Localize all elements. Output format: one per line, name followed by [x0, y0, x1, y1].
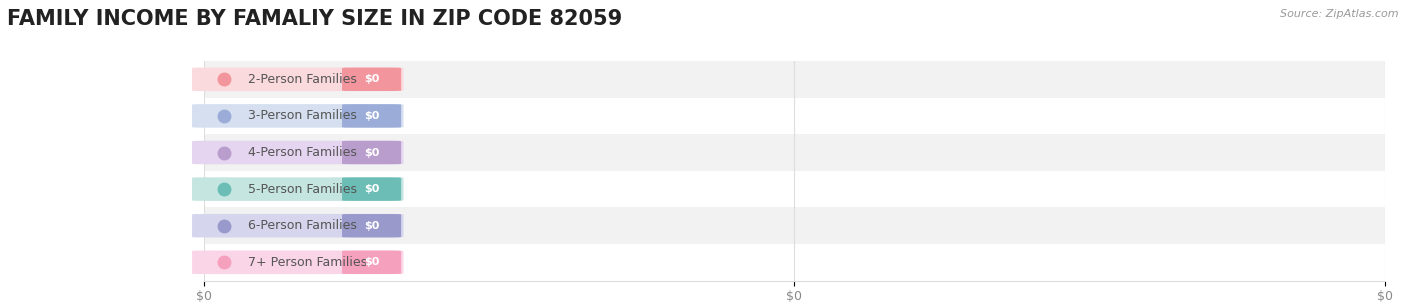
Bar	[204, 171, 1385, 207]
Text: $0: $0	[364, 111, 380, 121]
Text: 6-Person Families: 6-Person Families	[247, 219, 357, 232]
Bar	[204, 244, 1385, 281]
Bar	[204, 61, 1385, 98]
FancyBboxPatch shape	[193, 214, 404, 238]
FancyBboxPatch shape	[342, 141, 401, 164]
FancyBboxPatch shape	[193, 141, 404, 164]
FancyBboxPatch shape	[193, 104, 404, 128]
Bar	[204, 98, 1385, 134]
Text: $0: $0	[364, 257, 380, 267]
Text: 3-Person Families: 3-Person Families	[247, 109, 357, 122]
Bar	[204, 207, 1385, 244]
Bar	[204, 134, 1385, 171]
Text: 4-Person Families: 4-Person Families	[247, 146, 357, 159]
FancyBboxPatch shape	[342, 178, 401, 201]
Text: 5-Person Families: 5-Person Families	[247, 183, 357, 196]
FancyBboxPatch shape	[193, 177, 404, 201]
FancyBboxPatch shape	[342, 214, 401, 237]
FancyBboxPatch shape	[193, 250, 404, 274]
Text: FAMILY INCOME BY FAMALIY SIZE IN ZIP CODE 82059: FAMILY INCOME BY FAMALIY SIZE IN ZIP COD…	[7, 9, 623, 29]
FancyBboxPatch shape	[342, 68, 401, 91]
Text: 2-Person Families: 2-Person Families	[247, 73, 357, 86]
Text: 7+ Person Families: 7+ Person Families	[247, 256, 367, 269]
FancyBboxPatch shape	[193, 67, 404, 91]
Text: Source: ZipAtlas.com: Source: ZipAtlas.com	[1281, 9, 1399, 19]
Text: $0: $0	[364, 221, 380, 231]
FancyBboxPatch shape	[342, 251, 401, 274]
Text: $0: $0	[364, 74, 380, 84]
FancyBboxPatch shape	[342, 104, 401, 127]
Text: $0: $0	[364, 148, 380, 157]
Text: $0: $0	[364, 184, 380, 194]
